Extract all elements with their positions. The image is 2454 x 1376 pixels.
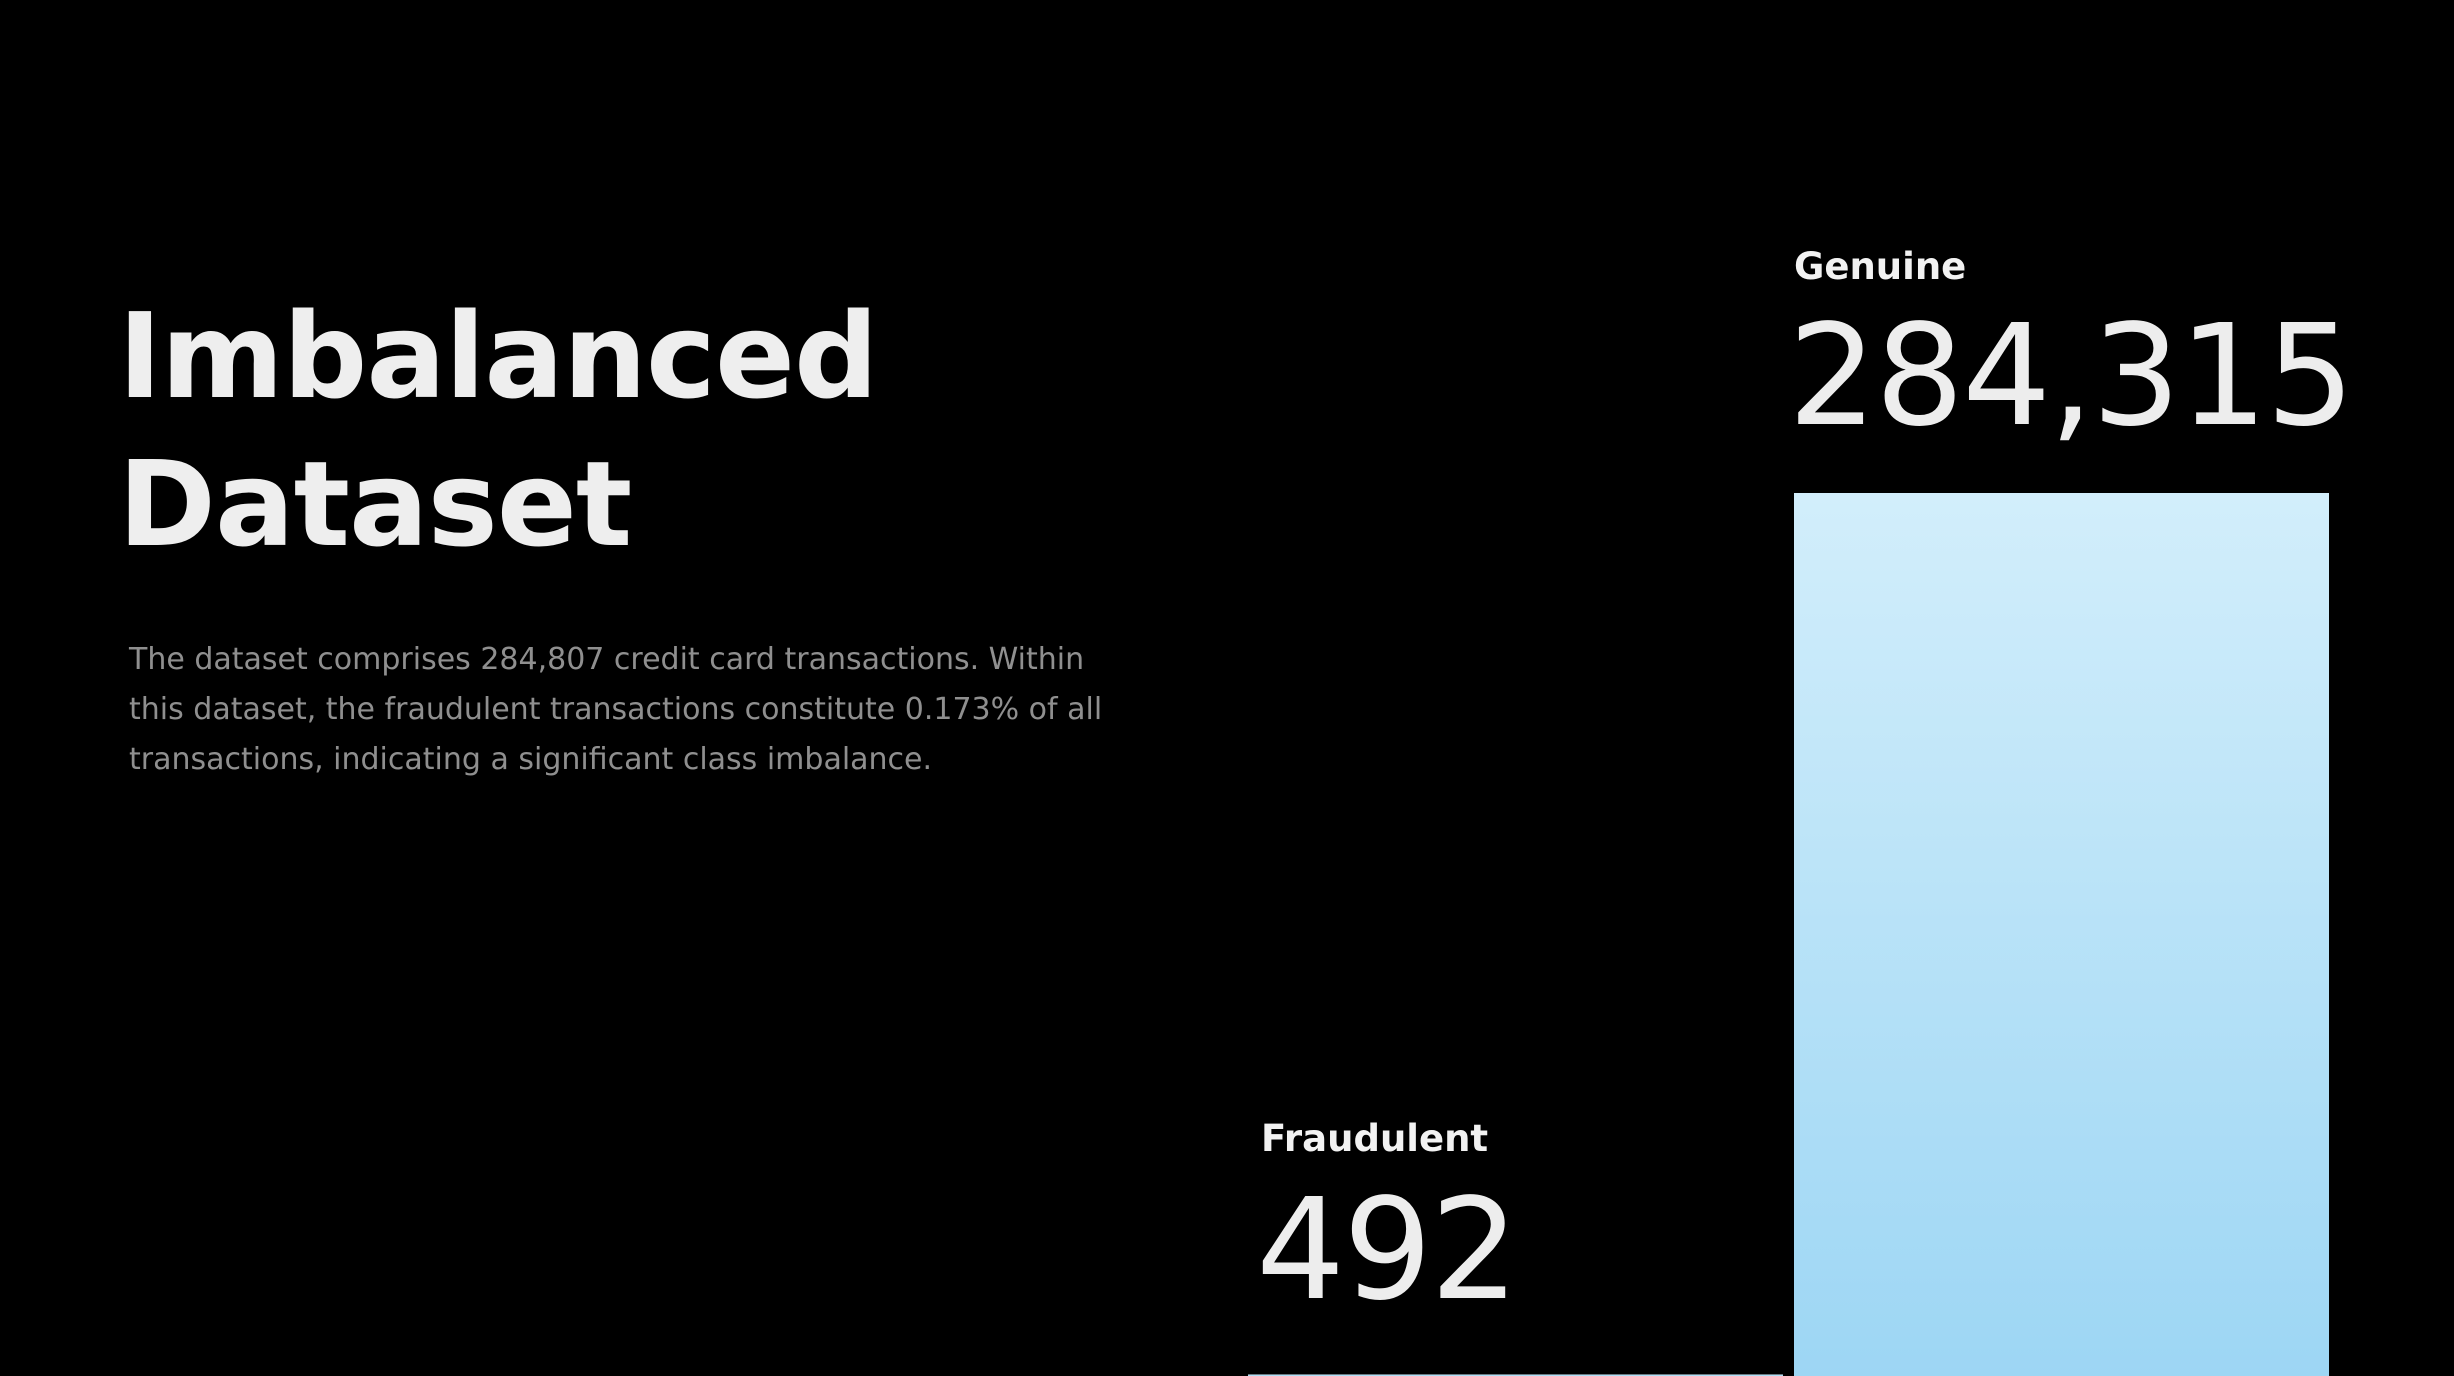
bar-genuine	[1794, 493, 2329, 1376]
data-label-genuine: 284,315	[1788, 295, 2355, 458]
description-line-2: this dataset, the fraudulent transaction…	[129, 692, 1103, 727]
description-line-3: transactions, indicating a significant c…	[129, 742, 933, 777]
slide-title-line-2: Dataset	[118, 435, 632, 573]
slide-description: The dataset comprises 284,807 credit car…	[129, 635, 1129, 785]
slide-title-line-1: Imbalanced	[118, 287, 878, 425]
data-label-fraudulent: 492	[1256, 1169, 1519, 1332]
slide-title: Imbalanced Dataset	[118, 282, 1018, 578]
category-label-fraudulent: Fraudulent	[1261, 1117, 1489, 1160]
category-label-genuine: Genuine	[1794, 245, 1967, 288]
description-line-1: The dataset comprises 284,807 credit car…	[129, 642, 1085, 677]
